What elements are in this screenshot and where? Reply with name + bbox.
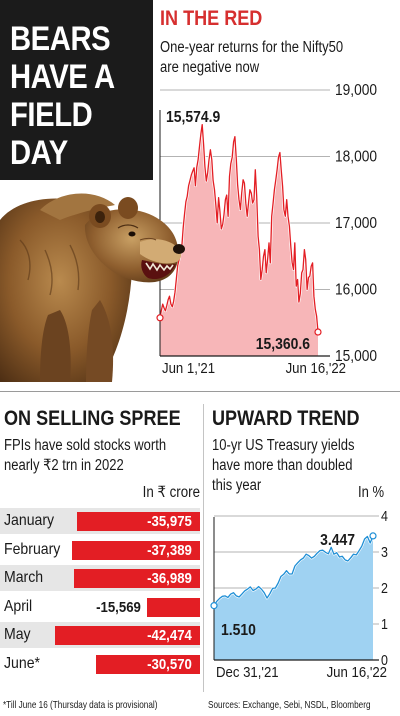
fpi-bar — [55, 626, 200, 645]
y-tick-label: 2 — [381, 580, 388, 596]
x-tick-label: Jun 1,'21 — [162, 359, 215, 376]
series-line — [159, 123, 319, 333]
yields-unit-label: In % — [358, 484, 385, 501]
fpi-month-label: February — [4, 540, 61, 558]
fpi-row: May -42,474 — [0, 622, 200, 648]
nifty-chart: 15,000 16,000 17,000 18,000 19,000 15,574.9 15… — [156, 81, 377, 376]
fpi-month-label: June* — [4, 654, 41, 672]
fpi-subtitle-line: nearly ₹2 trn in 2022 — [4, 457, 124, 474]
fpi-bar — [73, 569, 200, 588]
bear-illustration — [0, 193, 185, 382]
fpi-unit-label: In ₹ crore — [142, 484, 200, 501]
fpi-row: February -37,389 — [0, 537, 200, 563]
end-marker — [314, 328, 322, 336]
headline-line: HAVE A — [10, 58, 115, 96]
headline: BEARS HAVE A FIELD DAY — [10, 20, 130, 172]
fpi-bar — [72, 540, 200, 560]
fpi-month-label: April — [4, 597, 33, 615]
yields-title: UPWARD TREND — [212, 407, 360, 430]
area-fill — [214, 535, 373, 660]
y-tick-label: 4 — [381, 508, 388, 524]
x-tick-label: Jun 16,'22 — [286, 359, 347, 376]
headline-line: DAY — [10, 134, 68, 172]
fpi-title: ON SELLING SPREE — [4, 407, 181, 430]
headline-line: FIELD — [10, 96, 93, 134]
x-tick-label: Jun 16,'22 — [327, 663, 388, 680]
nifty-subtitle-line: One-year returns for the Nifty50 — [160, 39, 344, 56]
fpi-value-label: -35,975 — [147, 513, 192, 530]
area-fill — [160, 124, 318, 356]
end-value-label: 15,360.6 — [256, 336, 310, 353]
nifty-subtitle-line: are negative now — [160, 59, 260, 76]
y-tick-label: 1 — [381, 616, 388, 632]
end-marker — [369, 532, 377, 540]
fpi-value-label: -30,570 — [147, 655, 192, 673]
fpi-row: January -35,975 — [0, 508, 200, 534]
start-marker — [210, 602, 218, 610]
footnote: *Till June 16 (Thursday data is provisio… — [3, 699, 158, 711]
y-tick-label: 18,000 — [335, 148, 377, 166]
headline-panel — [0, 0, 153, 180]
section-divider — [0, 391, 400, 392]
y-tick-label: 15,000 — [335, 347, 377, 365]
fpi-month-label: January — [4, 512, 55, 529]
fpi-month-label: May — [4, 626, 31, 643]
start-value-label: 15,574.9 — [166, 109, 220, 126]
yields-subtitle-line: 10-yr US Treasury yields — [212, 437, 355, 454]
fpi-subtitle-line: FPIs have sold stocks worth — [4, 437, 167, 454]
series-line — [213, 535, 374, 606]
y-tick-label: 3 — [381, 544, 388, 560]
yields-subtitle-line: this year — [212, 477, 262, 494]
fpi-value-label: -36,989 — [147, 570, 192, 587]
fpi-bar — [95, 654, 200, 674]
column-divider — [203, 404, 204, 692]
fpi-value-label: -42,474 — [147, 627, 192, 644]
fpi-month-label: March — [4, 569, 44, 586]
start-marker — [156, 314, 164, 322]
fpi-value-label: -15,569 — [96, 598, 141, 616]
headline-line: BEARS — [10, 20, 111, 58]
x-tick-label: Dec 31,'21 — [216, 663, 279, 680]
end-value-label: 3.447 — [320, 532, 355, 549]
fpi-value-label: -37,389 — [147, 541, 192, 559]
y-tick-label: 19,000 — [335, 81, 377, 99]
yields-subtitle-line: have more than doubled — [212, 457, 353, 474]
nifty-title: IN THE RED — [160, 7, 263, 30]
start-value-label: 1.510 — [221, 622, 256, 639]
fpi-row: June* -30,570 — [0, 651, 200, 677]
sources-note: Sources: Exchange, Sebi, NSDL, Bloomberg — [208, 699, 371, 711]
yields-chart: 0 1 2 3 4 1.510 3.447 Dec 31,'21 Jun 16,'22 — [210, 508, 388, 680]
fpi-bar — [146, 597, 200, 617]
y-tick-label: 16,000 — [335, 281, 377, 299]
fpi-bar — [77, 512, 200, 531]
fpi-row: March -36,989 — [0, 565, 200, 591]
y-tick-label: 0 — [381, 652, 388, 668]
fpi-row: April -15,569 — [0, 594, 200, 620]
y-tick-label: 17,000 — [335, 214, 377, 232]
